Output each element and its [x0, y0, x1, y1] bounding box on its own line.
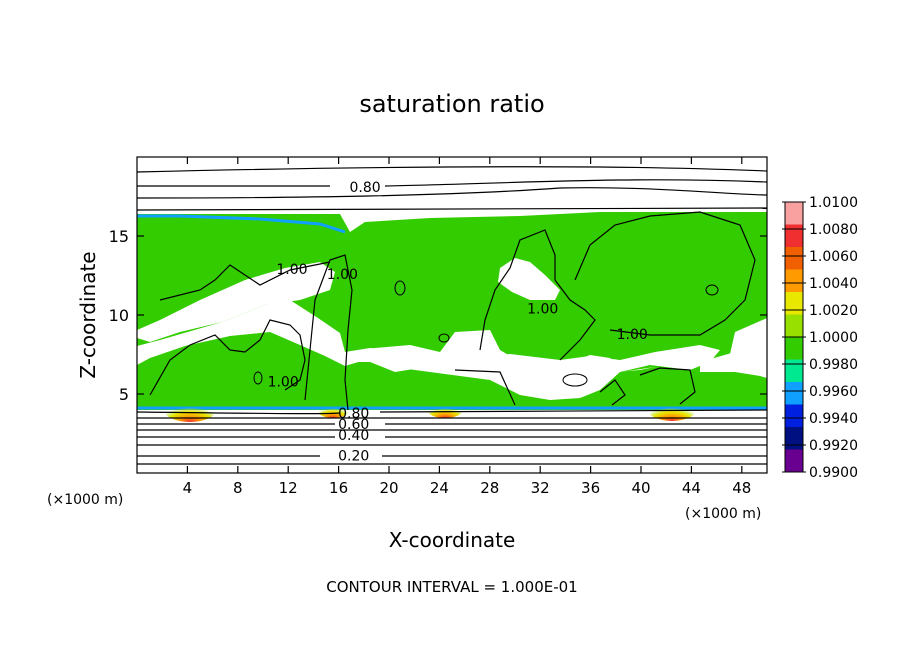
colorbar-swatch	[785, 292, 803, 315]
contour-upper-2	[137, 179, 767, 187]
x-axis-label: X-coordinate	[389, 528, 516, 552]
y-axis-label: Z-coordinate	[76, 251, 100, 378]
colorbar-swatch	[785, 269, 803, 293]
x-tick-label: 36	[581, 479, 600, 497]
x-tick-label: 24	[430, 479, 449, 497]
green-cloud-region	[137, 212, 767, 372]
colorbar-label: 0.9920	[809, 438, 858, 454]
colorbar-swatch	[785, 247, 803, 270]
y-axis: 5 10 15	[109, 227, 767, 404]
x-tick-label: 16	[329, 479, 348, 497]
x-tick-label: 8	[233, 479, 243, 497]
chart-title: saturation ratio	[359, 90, 544, 118]
contour-label: 0.80	[349, 180, 380, 196]
colorbar-swatch	[785, 337, 803, 360]
contour-upper-4	[137, 207, 767, 211]
y-tick-label: 10	[109, 306, 129, 325]
contour-lower-1	[137, 409, 767, 415]
contour-label: 1.00	[276, 262, 307, 278]
contour-loop	[253, 371, 263, 385]
contour-loop	[438, 333, 450, 343]
y-tick-label: 15	[109, 227, 129, 246]
white-gap-patch	[498, 258, 560, 300]
colorbar-swatch	[785, 427, 803, 450]
contour-label: 1.00	[327, 267, 358, 283]
colorbar-label: 1.0040	[809, 276, 858, 292]
colorbar-swatch	[785, 404, 803, 428]
white-gap-upper-left	[137, 262, 335, 342]
contour-loop	[394, 280, 406, 296]
colorbar-label: 0.9900	[809, 465, 858, 481]
colorbar-label: 1.0000	[809, 330, 858, 346]
contour-upper-3	[137, 187, 767, 199]
x-tick-label: 4	[183, 479, 193, 497]
white-gap-center	[348, 345, 720, 400]
contour-label: 1.00	[617, 327, 648, 343]
contour-small-loops	[253, 280, 719, 387]
colorbar-label: 1.0060	[809, 249, 858, 265]
white-gap-right	[730, 318, 767, 358]
blue-edge-top	[137, 214, 346, 234]
x-tick-label: 44	[682, 479, 701, 497]
contour-label: 1.00	[268, 374, 299, 390]
contour-label: 0.80	[338, 406, 369, 422]
x-tick-label: 28	[480, 479, 499, 497]
contour-lines	[137, 166, 767, 465]
contour-loop	[562, 373, 588, 387]
contour-label: 0.40	[338, 428, 369, 444]
colorbar-label: 1.0020	[809, 303, 858, 319]
contour-upper-1	[137, 166, 767, 173]
colorbar-swatch	[785, 449, 803, 473]
contour-1-right	[479, 211, 756, 361]
x-tick-label: 32	[531, 479, 550, 497]
colorbar-swatch	[785, 359, 803, 383]
colorbar-label: 1.0080	[809, 222, 858, 238]
contour-1-center	[304, 254, 353, 411]
colorbar-swatch	[785, 382, 803, 405]
y-tick-label: 5	[119, 385, 129, 404]
supersaturation-hotspot-1	[164, 398, 216, 422]
x-tick-label: 48	[732, 479, 751, 497]
contour-1-blobs	[454, 367, 696, 406]
x-tick-label: 40	[631, 479, 650, 497]
x-tick-label: 12	[279, 479, 298, 497]
colorbar-swatch	[785, 314, 803, 338]
plot-area	[137, 157, 767, 473]
colorbar-swatch	[785, 224, 803, 248]
contour-label: 0.20	[338, 449, 369, 465]
contour-label: 1.00	[527, 302, 558, 318]
colorbar-label: 0.9940	[809, 411, 858, 427]
supersaturation-hotspot-3	[427, 402, 463, 418]
contour-1-left	[149, 261, 331, 396]
colorbar-label: 0.9960	[809, 384, 858, 400]
colorbar-swatch	[785, 202, 803, 225]
x-unit-left: (×1000 m)	[47, 492, 123, 508]
colorbar-label: 1.0100	[809, 195, 858, 211]
x-axis: 4 8 12 16 20 24 28 32 36 40 44 48	[183, 157, 751, 497]
contour-loop	[705, 284, 719, 296]
x-tick-label: 20	[379, 479, 398, 497]
colorbar-label: 0.9980	[809, 357, 858, 373]
contour-labels: 0.800.800.600.400.201.00 1.001.001.001.00	[268, 180, 648, 465]
x-unit-right: (×1000 m)	[685, 506, 761, 522]
colorbar: 1.0100 1.0080 1.0060 1.0040 1.0020 1.0000 0.99…	[782, 195, 858, 481]
contour-label: 0.60	[338, 417, 369, 433]
contour-interval-footer: CONTOUR INTERVAL = 1.000E-01	[326, 578, 577, 596]
